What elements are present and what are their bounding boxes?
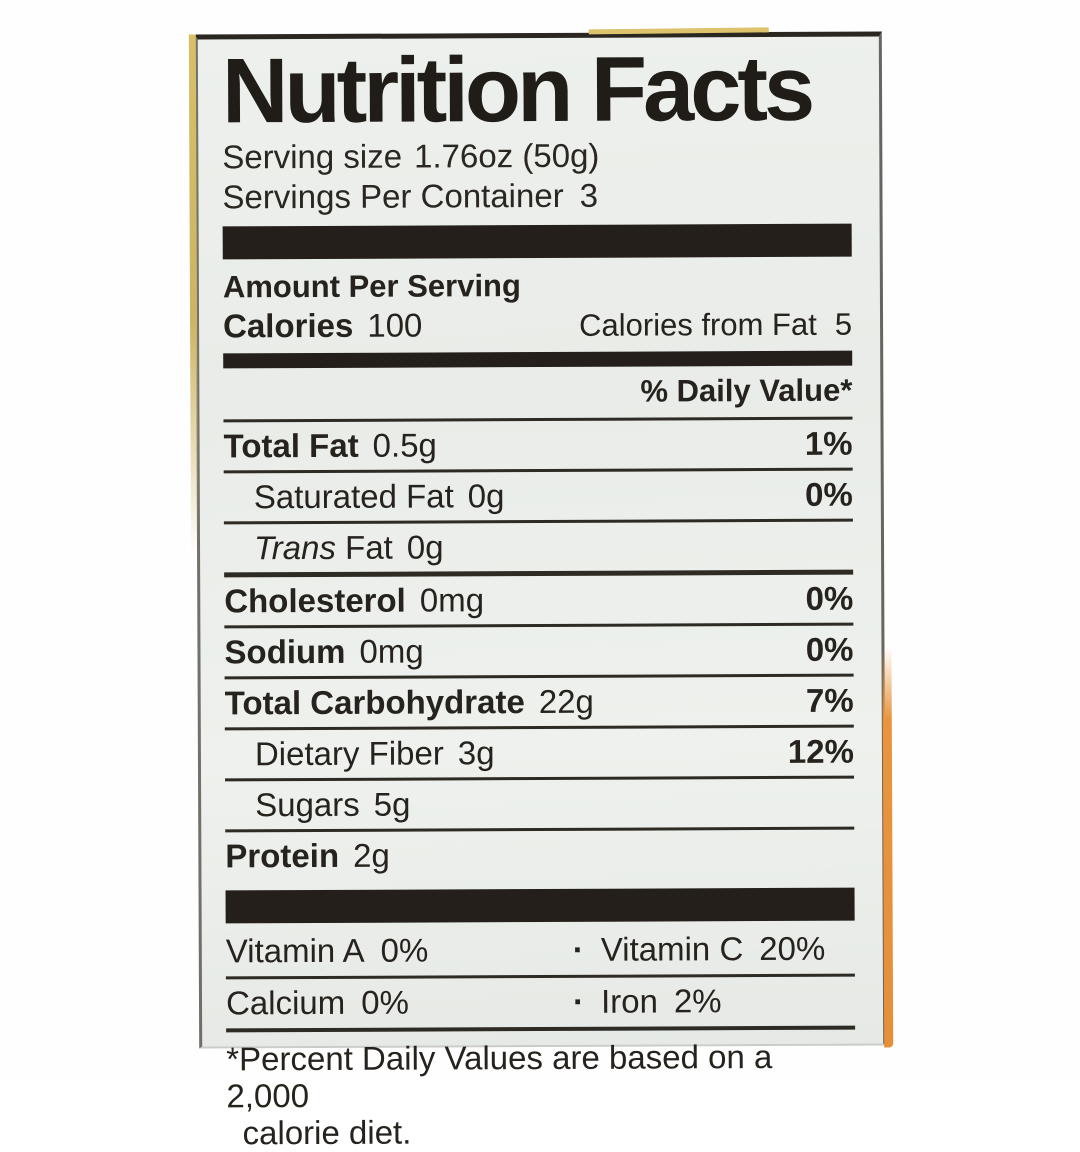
nutrient-dv: 0% bbox=[805, 475, 853, 513]
servings-per-container-line: Servings Per Container 3 bbox=[222, 175, 851, 218]
nutrient-name-amount: Sugars 5g bbox=[255, 785, 411, 824]
nutrition-facts-label: Nutrition Facts Serving size 1.76oz (50g)… bbox=[188, 27, 894, 1152]
trans-italic: Trans bbox=[253, 528, 337, 567]
daily-value-header: % Daily Value* bbox=[640, 372, 853, 409]
nutrient-row-saturated-fat: Saturated Fat 0g 0% bbox=[223, 467, 853, 522]
calories-from-fat-value: 5 bbox=[834, 306, 853, 342]
package-edge-right bbox=[882, 647, 894, 1048]
calories-from-fat-label: Calories from Fat bbox=[579, 306, 817, 343]
package-edge-top bbox=[588, 27, 769, 35]
nutrient-name-amount: Total Carbohydrate 22g bbox=[224, 682, 594, 722]
dot-separator: · bbox=[572, 930, 584, 968]
servings-per-container-value: 3 bbox=[579, 176, 599, 214]
nutrient-name-amount: Sodium 0mg bbox=[224, 632, 424, 671]
nutrient-row-sodium: Sodium 0mg 0% bbox=[224, 622, 854, 677]
footnote-line-1: *Percent Daily Values are based on a 2,0… bbox=[226, 1037, 773, 1115]
nutrient-dv: 0% bbox=[805, 630, 854, 668]
nutrient-name-amount: Cholesterol 0mg bbox=[224, 581, 485, 620]
iron: Iron 2% bbox=[600, 982, 722, 1020]
nutrient-row-trans-fat: Trans Fat 0g bbox=[223, 518, 854, 573]
servings-per-container-label: Servings Per Container bbox=[222, 176, 564, 216]
dot-separator: · bbox=[572, 982, 585, 1020]
nutrient-dv: 12% bbox=[787, 732, 855, 770]
calcium: Calcium 0% bbox=[225, 983, 410, 1022]
photo-background: Nutrition Facts Serving size 1.76oz (50g)… bbox=[188, 27, 894, 1152]
nutrient-name-amount: Protein 2g bbox=[225, 836, 390, 875]
serving-size-label: Serving size bbox=[222, 137, 403, 176]
separator-bar-top bbox=[222, 223, 852, 260]
calories-value: 100 bbox=[367, 306, 423, 344]
label-title: Nutrition Facts bbox=[221, 37, 812, 143]
serving-size-line: Serving size 1.76oz (50g) bbox=[222, 135, 851, 178]
nutrient-name-amount: Saturated Fat 0g bbox=[253, 477, 505, 516]
vitamin-a: Vitamin A 0% bbox=[225, 931, 429, 970]
daily-value-footnote: *Percent Daily Values are based on a 2,0… bbox=[226, 1025, 856, 1152]
nutrient-row-sugars: Sugars 5g bbox=[225, 775, 855, 830]
nutrient-name-amount: Total Fat 0.5g bbox=[223, 426, 437, 465]
serving-size-value: 1.76oz (50g) bbox=[413, 136, 600, 175]
nutrient-row-total-carbohydrate: Total Carbohydrate 22g 7% bbox=[224, 673, 854, 728]
nutrient-dv: 0% bbox=[805, 579, 854, 617]
nutrient-dv: 1% bbox=[804, 424, 853, 462]
nutrient-row-total-fat: Total Fat 0.5g 1% bbox=[223, 416, 853, 471]
nutrient-row-dietary-fiber: Dietary Fiber 3g 12% bbox=[224, 724, 855, 779]
separator-bar-bottom bbox=[225, 887, 855, 924]
nutrient-name-amount: Dietary Fiber 3g bbox=[254, 734, 495, 773]
nutrient-row-cholesterol: Cholesterol 0mg 0% bbox=[224, 569, 854, 626]
vitamin-c: Vitamin C 20% bbox=[600, 929, 826, 968]
nutrient-row-protein: Protein 2g bbox=[225, 826, 855, 881]
micronutrient-row-vitamins: Vitamin A 0% · Vitamin C 20% bbox=[226, 925, 855, 977]
micronutrient-row-minerals: Calcium 0% · Iron 2% bbox=[225, 973, 856, 1029]
calories-row: Calories 100 Calories from Fat 5 bbox=[223, 304, 852, 348]
calories-label: Calories bbox=[222, 306, 354, 345]
footnote-line-2: calorie diet. bbox=[242, 1113, 412, 1152]
calories: Calories 100 bbox=[223, 306, 422, 347]
nutrient-name-amount: Trans Fat 0g bbox=[253, 528, 444, 567]
package-edge-left bbox=[188, 34, 199, 555]
nutrient-dv: 7% bbox=[805, 681, 854, 719]
calories-from-fat: Calories from Fat 5 bbox=[579, 305, 852, 346]
amount-per-serving: Amount Per Serving bbox=[222, 268, 521, 305]
